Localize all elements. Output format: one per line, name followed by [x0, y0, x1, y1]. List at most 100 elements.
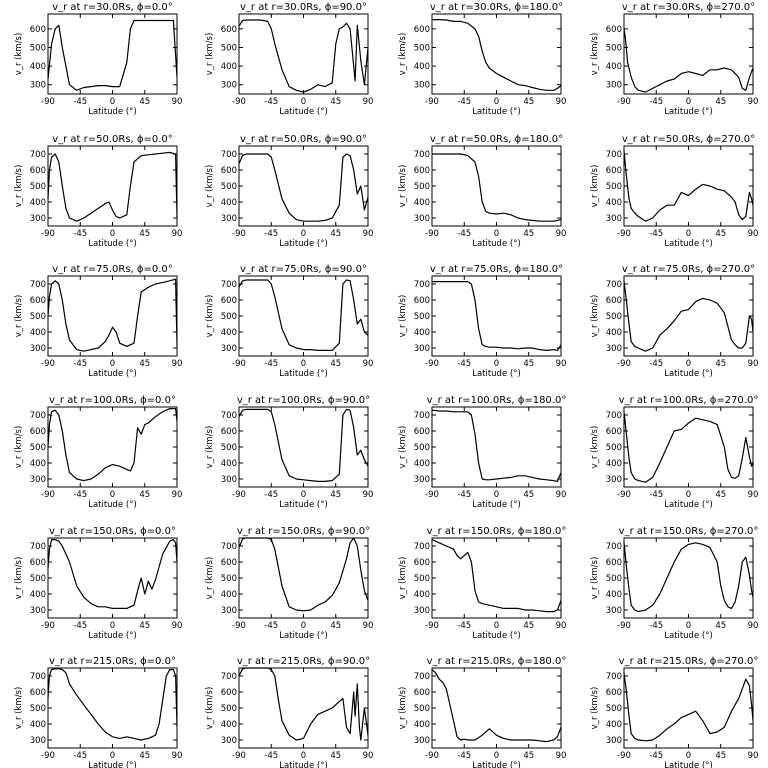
- x-tick-label: 45: [523, 97, 534, 107]
- subplot-0-2: v_r at r=30.0Rs, ϕ=180.0° -90 -45 0 45 90 300 4…: [398, 2, 566, 117]
- y-tick-label: 500: [221, 182, 237, 192]
- subplot-title: v_r at r=100.0Rs, ϕ=0.0°: [49, 395, 176, 406]
- x-tick-label: 45: [523, 490, 534, 500]
- plot-frame: [431, 13, 562, 95]
- y-tick-label: 300: [606, 214, 622, 224]
- x-tick-label: -90: [617, 751, 631, 761]
- x-tick-label: 0: [301, 621, 306, 631]
- x-tick-label: -90: [617, 359, 631, 369]
- y-tick-label: 600: [414, 296, 430, 306]
- y-tick-label: 500: [414, 43, 430, 53]
- x-tick-label: 90: [363, 751, 374, 761]
- y-tick-label: 500: [414, 312, 430, 322]
- x-axis-label: Latitude (°): [664, 107, 713, 117]
- x-tick-label: 0: [301, 229, 306, 239]
- y-tick-label: 400: [221, 198, 237, 208]
- x-axis-label: Latitude (°): [472, 761, 521, 768]
- x-tick-label: 90: [556, 621, 567, 631]
- y-tick-label: 500: [30, 443, 46, 453]
- series-line: [431, 409, 562, 482]
- y-tick-label: 600: [414, 427, 430, 437]
- x-tick-label: 0: [494, 621, 499, 631]
- x-tick-label: -90: [232, 621, 246, 631]
- subplot-title: v_r at r=75.0Rs, ϕ=180.0°: [430, 264, 563, 275]
- y-tick-label: 500: [414, 574, 430, 584]
- subplot-title: v_r at r=30.0Rs, ϕ=0.0°: [52, 2, 173, 13]
- series-line: [623, 280, 754, 352]
- x-tick-label: 45: [139, 97, 150, 107]
- x-tick-label: -90: [425, 751, 439, 761]
- y-tick-label: 600: [30, 25, 46, 35]
- x-tick-label: 90: [556, 751, 567, 761]
- y-axis-label: v_r (km/s): [14, 687, 24, 730]
- x-axis-label: Latitude (°): [88, 761, 137, 768]
- plot-frame: [47, 145, 178, 227]
- y-axis-label: v_r (km/s): [205, 426, 215, 469]
- plot-frame: [47, 275, 178, 357]
- y-tick-label: 500: [221, 704, 237, 714]
- y-tick-label: 500: [221, 443, 237, 453]
- x-tick-label: -90: [617, 621, 631, 631]
- x-tick-label: 90: [172, 229, 183, 239]
- y-tick-label: 400: [606, 459, 622, 469]
- x-tick-label: -90: [232, 229, 246, 239]
- y-tick-label: 400: [606, 720, 622, 730]
- series-line: [238, 537, 369, 612]
- x-tick-label: -45: [264, 490, 278, 500]
- y-tick-label: 400: [30, 720, 46, 730]
- y-tick-label: 700: [414, 411, 430, 421]
- y-tick-label: 700: [606, 150, 622, 160]
- subplot-2-2: v_r at r=75.0Rs, ϕ=180.0° -90 -45 0 45 90 300 4…: [398, 264, 566, 379]
- subplot-4-2: v_r at r=150.0Rs, ϕ=180.0° -90 -45 0 45 90 300…: [398, 526, 566, 641]
- x-tick-label: 0: [110, 229, 115, 239]
- x-tick-label: -45: [649, 751, 663, 761]
- y-tick-label: 400: [30, 590, 46, 600]
- x-tick-label: -90: [617, 97, 631, 107]
- y-tick-label: 300: [221, 214, 237, 224]
- y-tick-label: 500: [414, 182, 430, 192]
- x-tick-label: 45: [330, 751, 341, 761]
- x-tick-label: 90: [556, 229, 567, 239]
- y-tick-label: 700: [606, 411, 622, 421]
- x-tick-label: -90: [41, 359, 55, 369]
- y-tick-label: 300: [414, 475, 430, 485]
- x-tick-label: 45: [330, 97, 341, 107]
- subplot-title: v_r at r=100.0Rs, ϕ=270.0°: [619, 395, 759, 406]
- y-tick-label: 600: [221, 166, 237, 176]
- y-tick-label: 300: [414, 81, 430, 91]
- x-tick-label: -90: [41, 621, 55, 631]
- plot-frame: [431, 406, 562, 488]
- x-tick-label: 0: [494, 490, 499, 500]
- y-tick-label: 600: [30, 688, 46, 698]
- x-axis-label: Latitude (°): [88, 369, 137, 379]
- y-tick-label: 700: [414, 280, 430, 290]
- y-tick-label: 600: [221, 296, 237, 306]
- plot-frame: [431, 667, 562, 749]
- y-tick-label: 500: [606, 43, 622, 53]
- subplot-2-0: v_r at r=75.0Rs, ϕ=0.0° -90 -45 0 45 90 300 400…: [14, 264, 182, 379]
- series-line: [47, 408, 178, 482]
- plot-frame: [623, 275, 754, 357]
- y-tick-label: 500: [606, 574, 622, 584]
- y-tick-label: 400: [414, 590, 430, 600]
- x-tick-label: 90: [748, 751, 759, 761]
- y-tick-label: 600: [30, 296, 46, 306]
- series-line: [47, 538, 178, 610]
- subplot-1-0: v_r at r=50.0Rs, ϕ=0.0° -90 -45 0 45 90 300 400…: [14, 134, 182, 249]
- x-tick-label: 45: [715, 229, 726, 239]
- y-tick-label: 300: [414, 606, 430, 616]
- x-axis-label: Latitude (°): [279, 107, 328, 117]
- x-tick-label: -45: [457, 229, 471, 239]
- y-tick-label: 300: [606, 81, 622, 91]
- y-axis-label: v_r (km/s): [590, 687, 600, 730]
- x-axis-label: Latitude (°): [88, 631, 137, 641]
- y-tick-label: 500: [30, 574, 46, 584]
- y-tick-label: 300: [221, 81, 237, 91]
- x-tick-label: 0: [110, 490, 115, 500]
- y-tick-label: 400: [414, 328, 430, 338]
- y-tick-label: 400: [606, 62, 622, 72]
- y-tick-label: 700: [30, 411, 46, 421]
- subplot-5-0: v_r at r=215.0Rs, ϕ=0.0° -90 -45 0 45 90 300 40…: [14, 656, 182, 768]
- y-tick-label: 400: [221, 62, 237, 72]
